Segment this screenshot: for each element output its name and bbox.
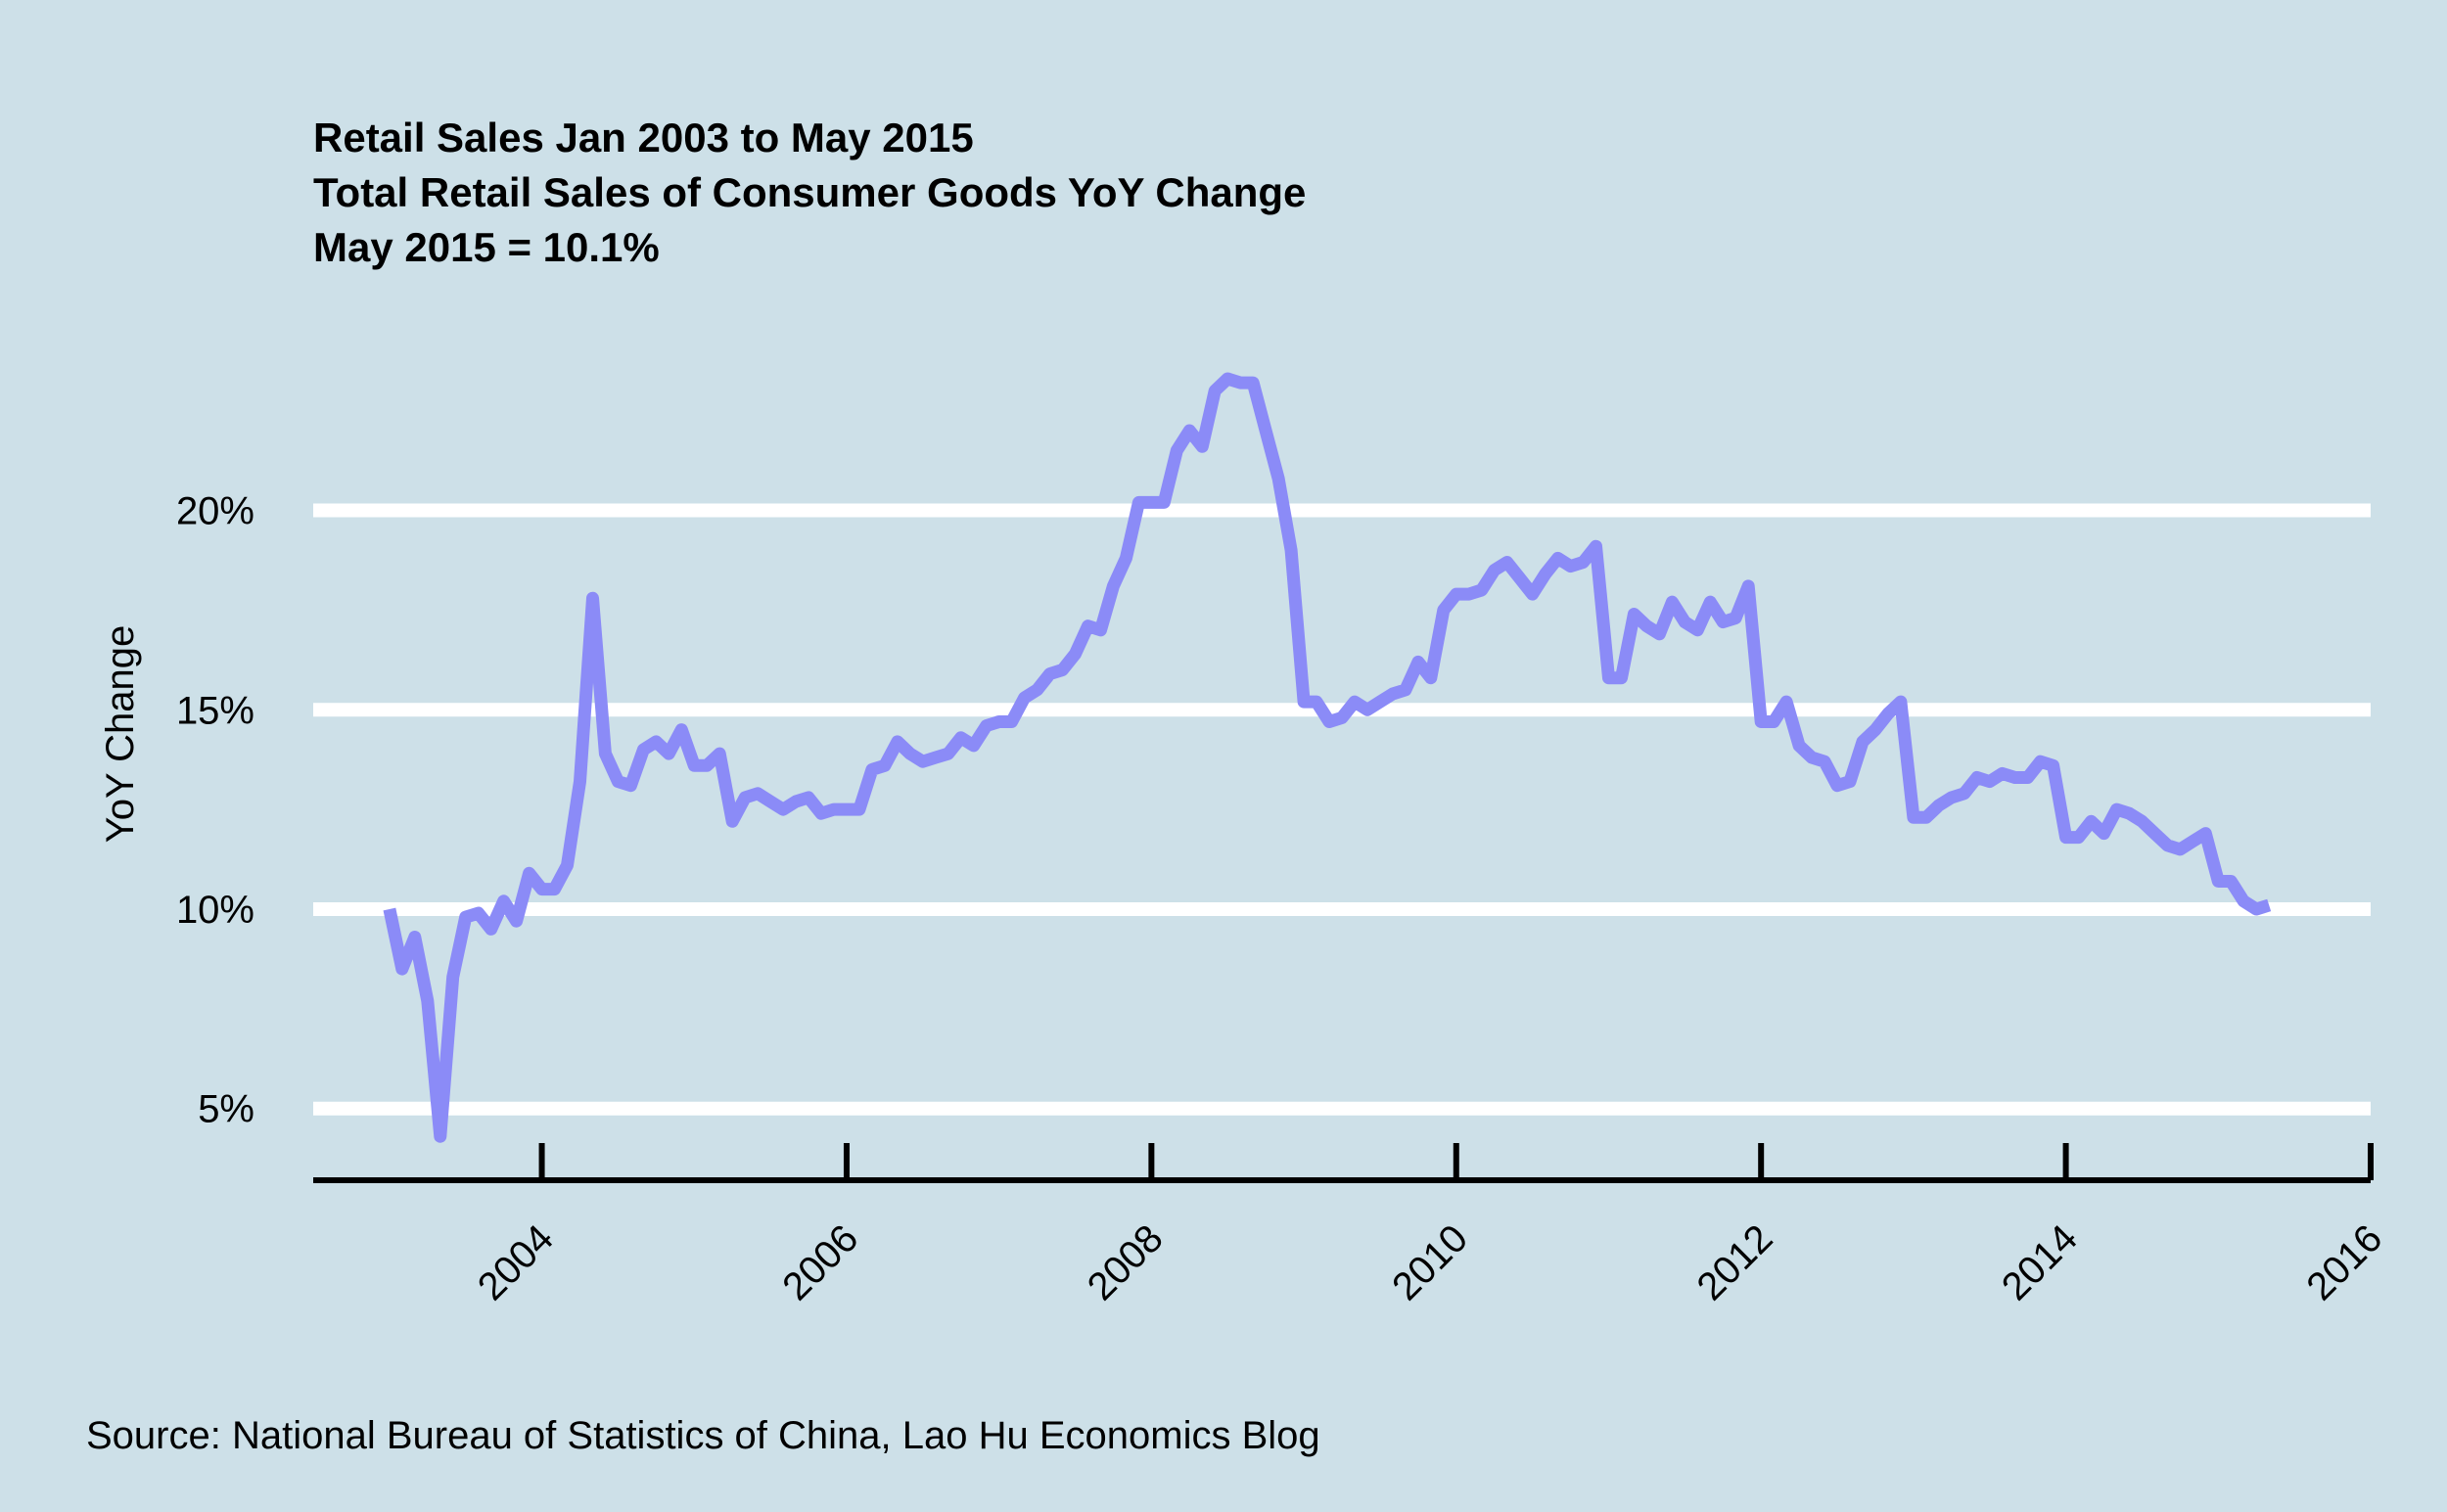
text-layer: Retail Sales Jan 2003 to May 2015 Total … [86, 115, 1320, 1457]
y-tick-label: 10% [176, 889, 254, 932]
source-note: Source: National Bureau of Statistics of… [86, 1414, 1320, 1457]
series-line-0 [383, 372, 2272, 1143]
chart-title-line-2: Total Retail Sales of Consumer Goods YoY… [313, 169, 1306, 215]
y-tick-label: 20% [176, 490, 254, 533]
series-layer [383, 372, 2272, 1143]
y-tick-label: 15% [176, 689, 254, 732]
chart-title-line-3: May 2015 = 10.1% [313, 224, 660, 270]
y-tick-label: 5% [198, 1088, 254, 1131]
chart-title-line-1: Retail Sales Jan 2003 to May 2015 [313, 115, 974, 160]
y-axis-label: YoY Change [99, 625, 142, 843]
